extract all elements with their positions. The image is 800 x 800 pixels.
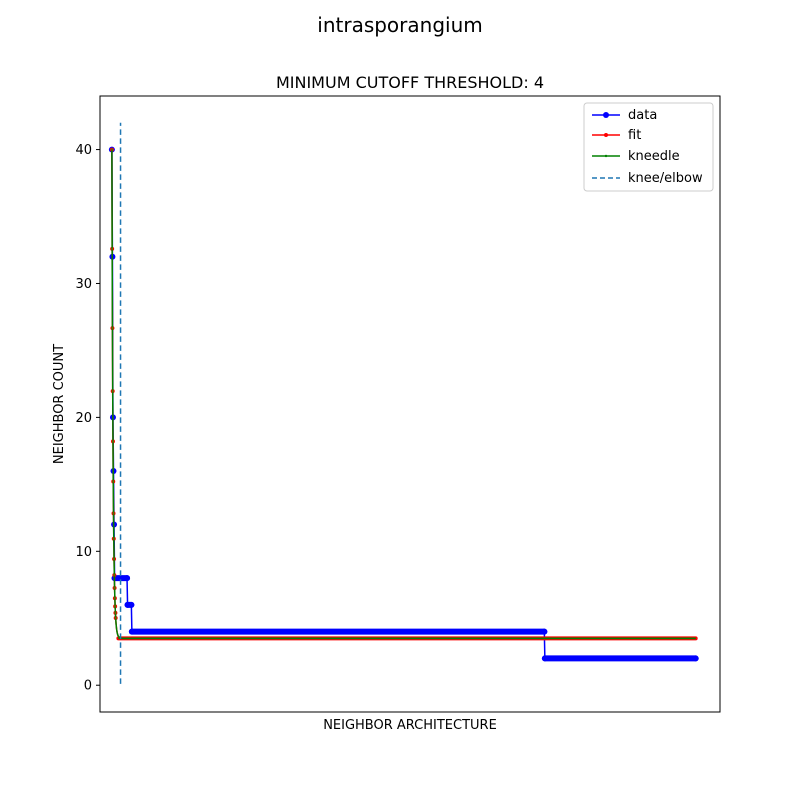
kneedle-point-4 — [111, 440, 115, 443]
kneedle-point-7 — [112, 537, 115, 540]
kneedle-point-3 — [111, 389, 114, 393]
y-tick-label-10: 10 — [75, 545, 92, 560]
series-data-line — [111, 149, 696, 660]
legend-frame — [583, 102, 714, 192]
y-tick-label-30: 30 — [75, 277, 92, 292]
y-axis-label: NEIGHBOR COUNT — [52, 344, 67, 464]
y-tick-label-20: 20 — [75, 411, 92, 426]
kneedle-point-9 — [113, 573, 116, 577]
kneedle-point-13 — [114, 611, 117, 615]
kneedle-point-6 — [112, 512, 115, 515]
chart-title: MINIMUM CUTOFF THRESHOLD: 4 — [276, 73, 544, 92]
kneedle-point-5 — [112, 480, 115, 483]
series-kneedle-line — [111, 149, 696, 640]
kneedle-point-11 — [113, 597, 117, 600]
kneedle-point-1 — [110, 247, 114, 251]
y-tick-label-0: 0 — [84, 679, 92, 694]
plot-area — [99, 95, 721, 713]
legend: data fit kneedle knee/elbow — [583, 102, 714, 192]
legend-marker-data — [603, 112, 609, 118]
chart-suptitle: intrasporangium — [317, 13, 482, 37]
kneedle-point-8 — [112, 557, 116, 561]
y-axis-ticks: 0 10 20 30 40 — [75, 143, 100, 694]
series-fit-line — [111, 149, 696, 640]
legend-label-fit: fit — [628, 128, 641, 143]
kneedle-point-12 — [113, 605, 117, 608]
kneedle-point-10 — [113, 586, 116, 590]
series-layer — [108, 122, 699, 684]
x-axis-label: NEIGHBOR ARCHITECTURE — [323, 718, 497, 733]
y-tick-label-40: 40 — [75, 143, 92, 158]
legend-marker-fit — [604, 133, 608, 137]
legend-label-kneedle: kneedle — [628, 149, 680, 164]
kneedle-point-2 — [111, 326, 114, 330]
legend-label-data: data — [628, 108, 657, 123]
kneedle-point-0 — [110, 148, 114, 151]
kneedle-point-14 — [114, 616, 117, 620]
legend-marker-kneedle — [604, 154, 608, 158]
legend-label-knee: knee/elbow — [628, 171, 703, 186]
